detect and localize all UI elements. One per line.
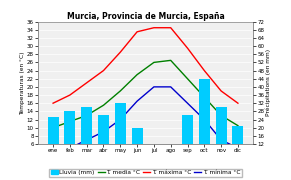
Y-axis label: Précipitations (en mm): Précipitations (en mm): [266, 49, 271, 116]
Bar: [165, 148, 176, 168]
Legend: Lluvia (mm), T. media °C, T. máxima °C, T. mínima °C: Lluvia (mm), T. media °C, T. máxima °C, …: [49, 168, 242, 177]
Bar: [81, 107, 92, 168]
Bar: [182, 115, 193, 168]
Y-axis label: Temperaturas (en °C): Temperaturas (en °C): [20, 51, 25, 114]
Bar: [233, 126, 243, 168]
Bar: [64, 111, 75, 168]
Bar: [98, 115, 109, 168]
Bar: [48, 118, 58, 168]
Bar: [199, 79, 210, 168]
Bar: [216, 107, 227, 168]
Title: Murcia, Provincia de Murcia, España: Murcia, Provincia de Murcia, España: [67, 12, 224, 21]
Bar: [132, 128, 143, 168]
Bar: [115, 103, 126, 168]
Bar: [148, 156, 159, 168]
